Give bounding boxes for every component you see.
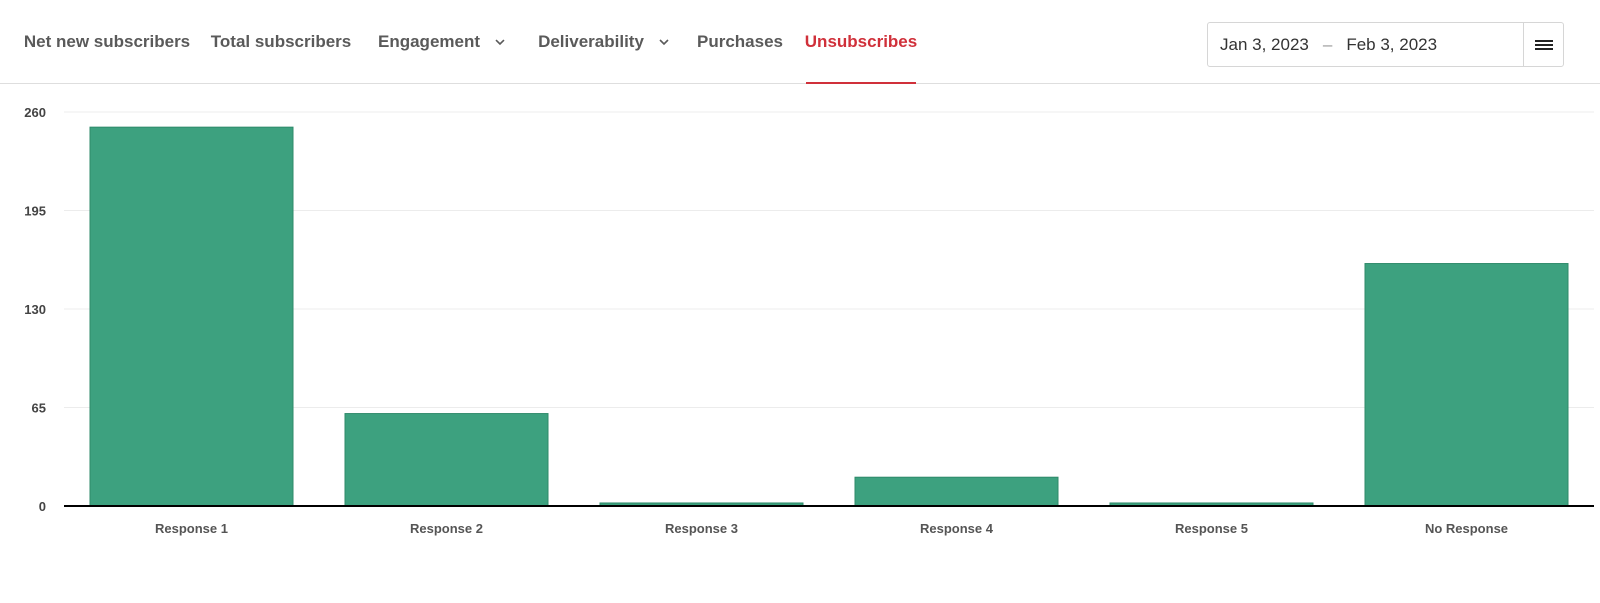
chevron-down-icon [495,39,505,46]
hamburger-menu-icon [1534,39,1553,50]
tab-purchases[interactable]: Purchases [697,0,783,84]
y-tick-label: 260 [24,105,46,120]
date-start: Jan 3, 2023 [1220,34,1309,54]
x-tick-label: Response 4 [920,521,994,536]
tab-label: Total subscribers [210,32,352,51]
tab-label: Net new subscribers [23,32,191,51]
x-tick-label: Response 5 [1175,521,1248,536]
chevron-down-icon [659,39,669,46]
y-tick-label: 130 [24,302,46,317]
x-tick-label: Response 1 [155,521,228,536]
x-tick-label: Response 3 [665,521,738,536]
grid-lines [64,111,1594,408]
bar [1364,263,1569,507]
tab-label: Deliverability [538,32,644,51]
tab-engagement[interactable]: Engagement [378,0,506,84]
x-tick-label: Response 2 [410,521,483,536]
y-tick-label: 65 [32,401,46,416]
date-end: Feb 3, 2023 [1346,34,1438,54]
bar [344,413,549,507]
tab-net-new-subscribers[interactable]: Net new subscribers [24,0,190,84]
tab-total-subscribers[interactable]: Total subscribers [211,0,351,84]
tab-label: Purchases [697,32,783,51]
report-header: Net new subscribers Total subscribers En… [0,0,1600,84]
tab-unsubscribes[interactable]: Unsubscribes [804,0,918,84]
date-range-picker[interactable]: Jan 3, 2023 – Feb 3, 2023 [1207,22,1564,67]
y-tick-label: 195 [24,204,46,219]
y-tick-label: 0 [39,499,46,514]
date-range-display[interactable]: Jan 3, 2023 – Feb 3, 2023 [1208,35,1523,55]
menu-button[interactable] [1523,23,1563,66]
bars [64,126,1594,507]
bar [854,476,1059,507]
tab-deliverability[interactable]: Deliverability [536,0,672,84]
tab-label: Unsubscribes [804,32,918,51]
date-separator: – [1322,34,1333,54]
x-axis-ticks: Response 1 Response 2 Response 3 Response 4… [155,521,1508,536]
x-tick-label: No Response [1425,521,1508,536]
y-axis-ticks: 0 65 130 195 260 [24,105,46,514]
tab-label: Engagement [378,32,481,51]
bar [89,126,294,507]
